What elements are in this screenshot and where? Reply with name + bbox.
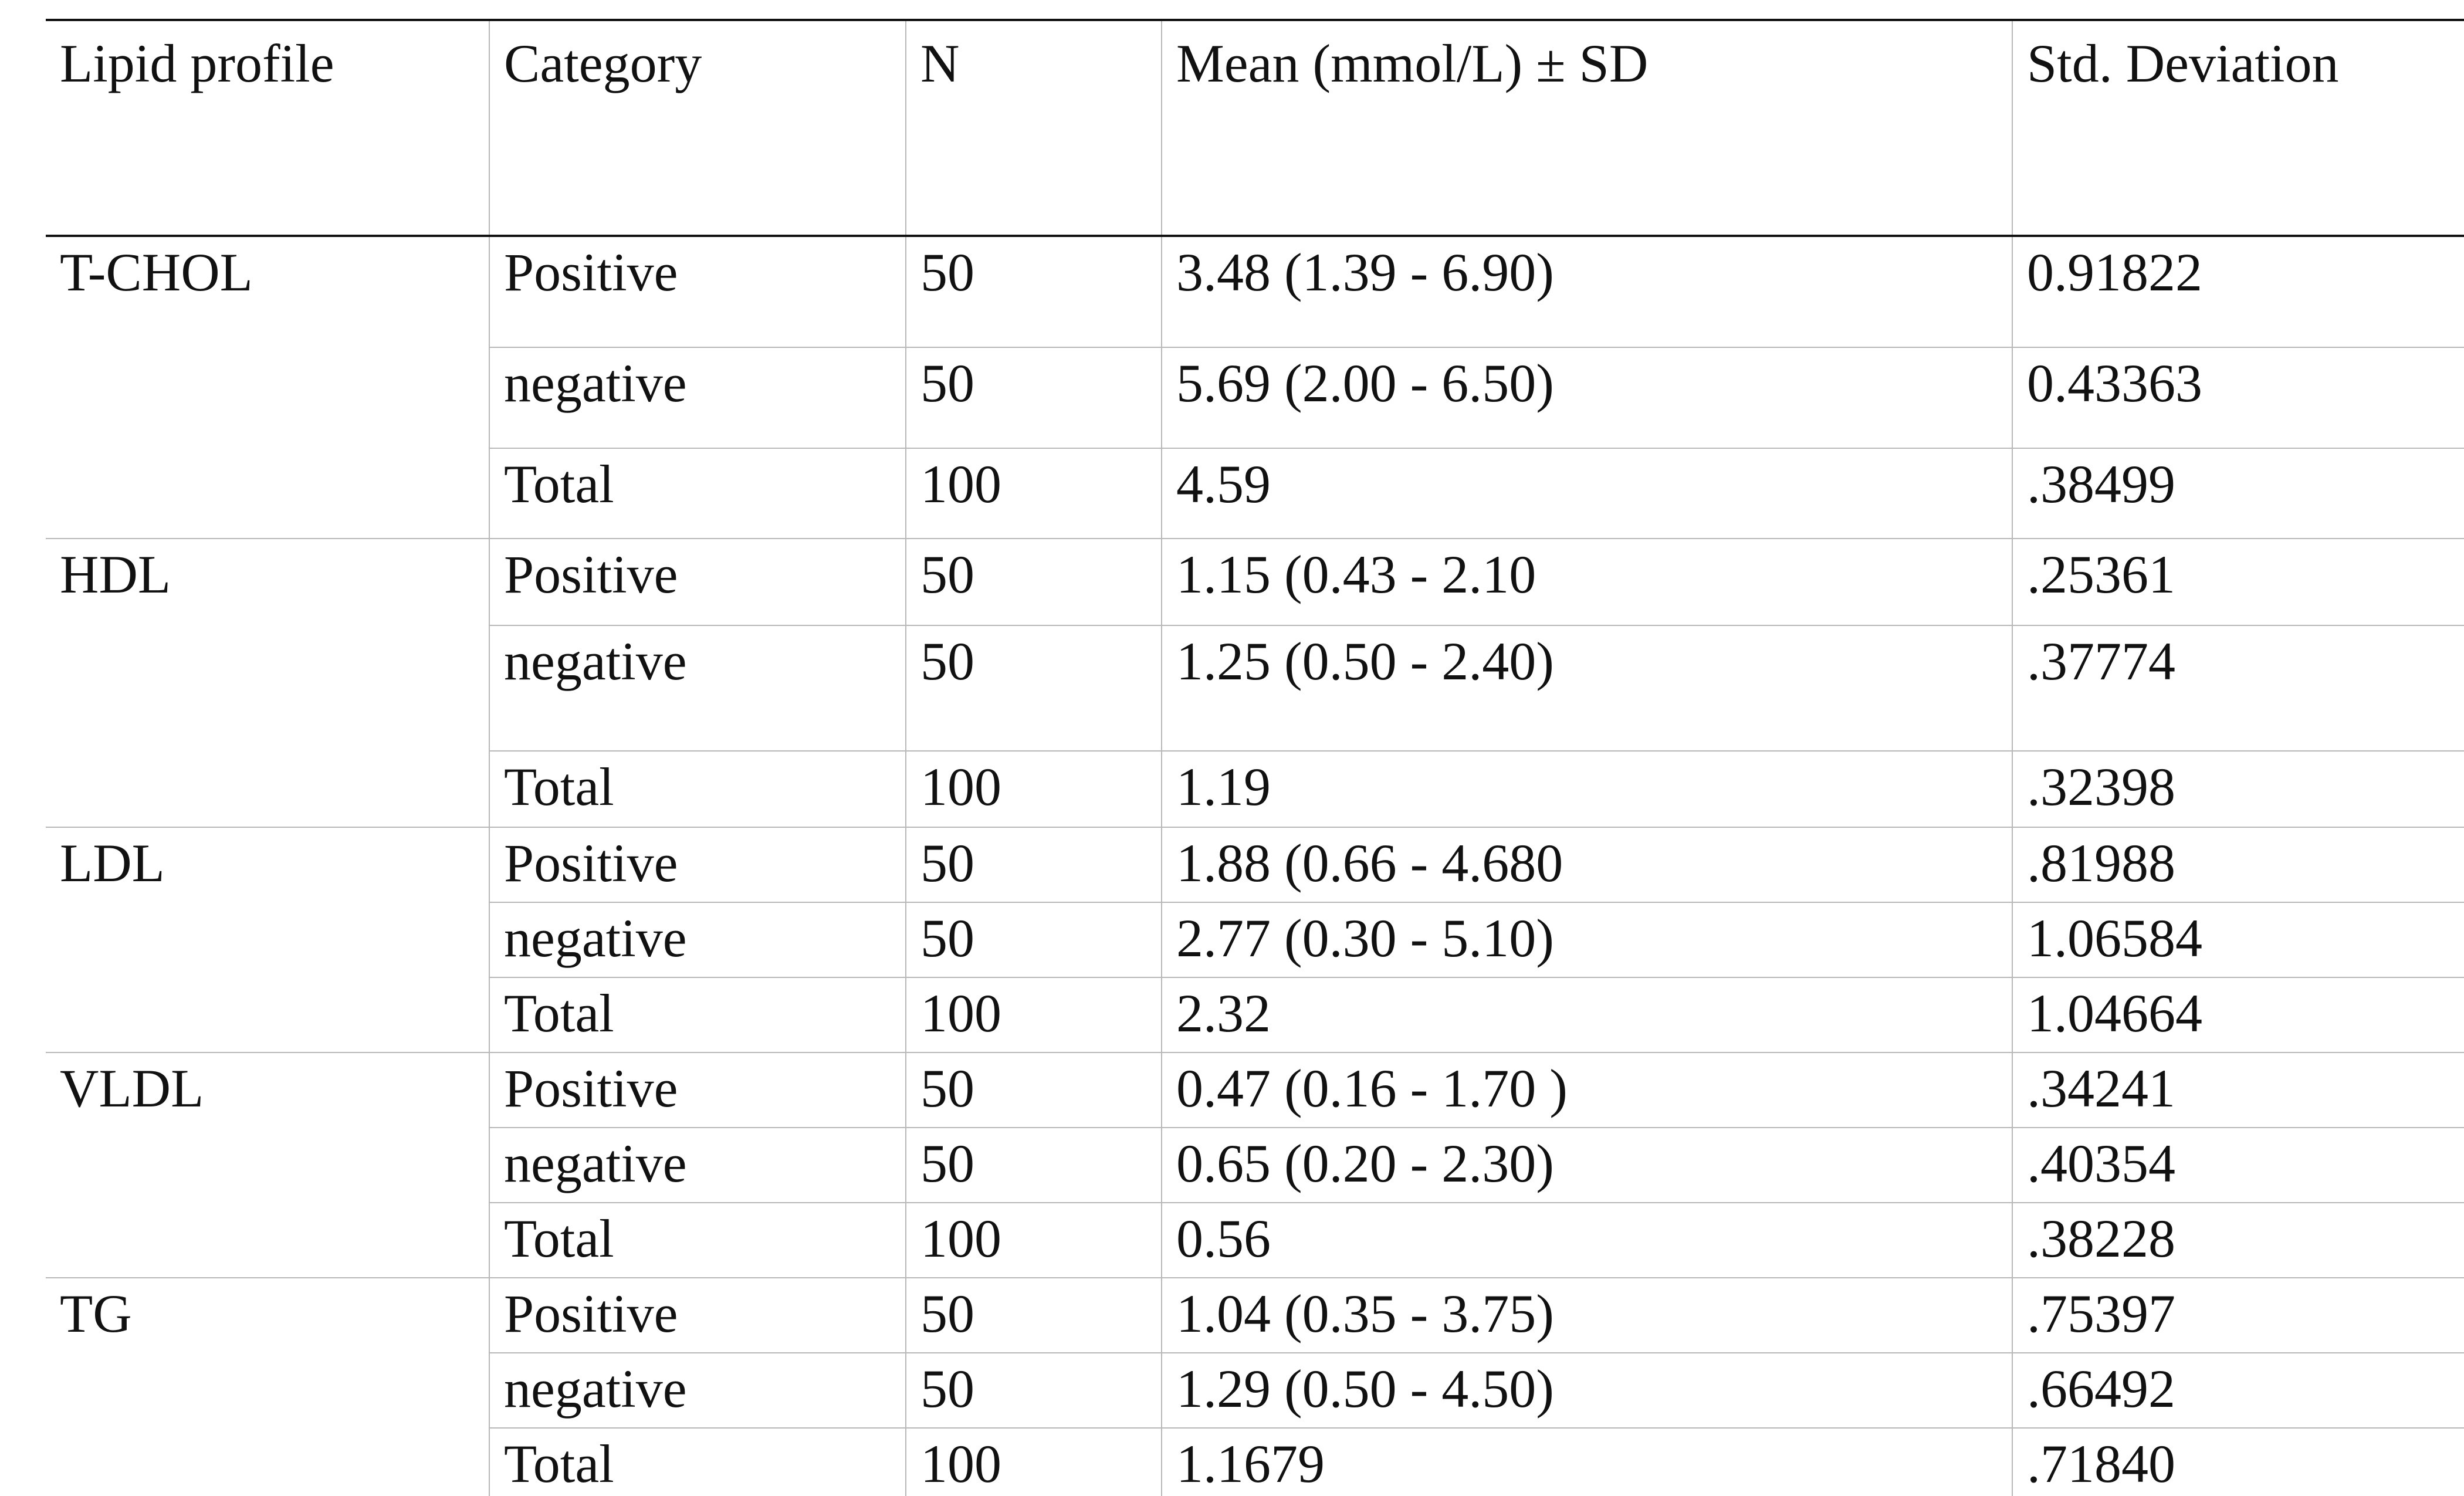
n-cell: 50 (905, 1352, 1162, 1429)
category-cell: Positive (489, 1052, 906, 1128)
n-cell: 100 (905, 750, 1162, 828)
std-deviation-cell: .75397 (2012, 1277, 2464, 1353)
header-n: N (905, 19, 1162, 237)
category-cell: Total (489, 1427, 906, 1496)
mean-cell: 1.29 (0.50 - 4.50) (1161, 1352, 2013, 1429)
std-deviation-cell: .66492 (2012, 1352, 2464, 1429)
std-deviation-cell: .81988 (2012, 827, 2464, 903)
std-deviation-cell: .25361 (2012, 538, 2464, 626)
category-cell: negative (489, 625, 906, 752)
mean-cell: 1.15 (0.43 - 2.10 (1161, 538, 2013, 626)
table-row: TG Positive 50 1.04 (0.35 - 3.75) .75397 (46, 1277, 2464, 1496)
table-row: LDL Positive 50 1.88 (0.66 - 4.680.81988 (46, 827, 2464, 1053)
category-cell: Positive (489, 235, 906, 348)
category-cell: Positive (489, 1277, 906, 1353)
category-cell: Positive (489, 827, 906, 903)
n-cell: 50 (905, 902, 1162, 978)
table-row: Total 100 1.1679.71840 (46, 1427, 2464, 1496)
category-cell: Total (489, 750, 906, 828)
mean-cell: 4.59 (1161, 448, 2013, 539)
n-cell: 100 (905, 1202, 1162, 1278)
mean-cell: 1.88 (0.66 - 4.680 (1161, 827, 2013, 903)
lipid-profile-cell: HDL (46, 538, 490, 828)
category-cell: negative (489, 1352, 906, 1429)
std-deviation-cell: .40354 (2012, 1127, 2464, 1203)
table-row: negative 50 0.65 (0.20 - 2.30) .40354 (46, 1127, 2464, 1203)
table-row: VLDL Positive 50 0.47 (0.16 - 1.70 ) .34241 (46, 1052, 2464, 1278)
category-cell: Positive (489, 538, 906, 626)
lipid-profile-cell: VLDL (46, 1052, 490, 1278)
category-cell: Total (489, 1202, 906, 1278)
std-deviation-cell: 1.04664 (2012, 977, 2464, 1053)
mean-cell: 3.48 (1.39 - 6.90) (1161, 235, 2013, 348)
header-row: Lipid profile Category N Mean (mmol/L) ±… (46, 19, 2464, 237)
header-category: Category (489, 19, 906, 237)
n-cell: 50 (905, 1127, 1162, 1203)
lipid-profile-cell: TG (46, 1277, 490, 1496)
n-cell: 50 (905, 235, 1162, 348)
mean-cell: 2.77 (0.30 - 5.10) (1161, 902, 2013, 978)
std-deviation-cell: 0.43363 (2012, 347, 2464, 449)
n-cell: 100 (905, 977, 1162, 1053)
mean-cell: 0.47 (0.16 - 1.70 ) (1161, 1052, 2013, 1128)
category-cell: negative (489, 1127, 906, 1203)
header-mean: Mean (mmol/L) ± SD (1161, 19, 2013, 237)
mean-cell: 1.04 (0.35 - 3.75) (1161, 1277, 2013, 1353)
std-deviation-cell: .38499 (2012, 448, 2464, 539)
n-cell: 50 (905, 625, 1162, 752)
std-deviation-cell: .32398 (2012, 750, 2464, 828)
mean-cell: 2.32 (1161, 977, 2013, 1053)
std-deviation-cell: 1.06584 (2012, 902, 2464, 978)
std-deviation-cell: .71840 (2012, 1427, 2464, 1496)
table-row: negative 50 2.77 (0.30 - 5.10) 1.06584 (46, 902, 2464, 978)
lipid-profile-cell: T-CHOL (46, 235, 490, 539)
table-row: HDL Positive 50 1.15 (0.43 - 2.10.25361 (46, 538, 2464, 828)
category-cell: Total (489, 977, 906, 1053)
lipid-profile-table: Lipid profile Category N Mean (mmol/L) ±… (46, 19, 2464, 1496)
table-body: T-CHOL Positive 50 3.48 (1.39 - 6.90) 0.918… (46, 235, 2464, 1496)
n-cell: 50 (905, 347, 1162, 449)
mean-cell: 1.1679 (1161, 1427, 2013, 1496)
table-row: Total 100 0.56.38228 (46, 1202, 2464, 1278)
mean-cell: 0.65 (0.20 - 2.30) (1161, 1127, 2013, 1203)
table-row: negative 50 5.69 (2.00 - 6.50) 0.43363 (46, 347, 2464, 449)
n-cell: 50 (905, 827, 1162, 903)
header-std-deviation: Std. Deviation (2012, 19, 2464, 237)
mean-cell: 1.19 (1161, 750, 2013, 828)
table-header: Lipid profile Category N Mean (mmol/L) ±… (46, 19, 2464, 237)
mean-cell: 5.69 (2.00 - 6.50) (1161, 347, 2013, 449)
lipid-profile-cell: LDL (46, 827, 490, 1053)
n-cell: 50 (905, 538, 1162, 626)
n-cell: 100 (905, 448, 1162, 539)
n-cell: 50 (905, 1052, 1162, 1128)
header-lipid-profile: Lipid profile (46, 19, 490, 237)
table-row: negative 50 1.25 (0.50 - 2.40) .37774 (46, 625, 2464, 752)
std-deviation-cell: .37774 (2012, 625, 2464, 752)
table-row: Total 100 2.32 1.04664 (46, 977, 2464, 1053)
category-cell: Total (489, 448, 906, 539)
table-row: Total 100 4.59.38499 (46, 448, 2464, 539)
std-deviation-cell: .34241 (2012, 1052, 2464, 1128)
n-cell: 100 (905, 1427, 1162, 1496)
category-cell: negative (489, 902, 906, 978)
std-deviation-cell: 0.91822 (2012, 235, 2464, 348)
table-row: negative 50 1.29 (0.50 - 4.50) .66492 (46, 1352, 2464, 1429)
n-cell: 50 (905, 1277, 1162, 1353)
mean-cell: 0.56 (1161, 1202, 2013, 1278)
mean-cell: 1.25 (0.50 - 2.40) (1161, 625, 2013, 752)
table-row: T-CHOL Positive 50 3.48 (1.39 - 6.90) 0.918… (46, 235, 2464, 539)
category-cell: negative (489, 347, 906, 449)
table-row: Total 100 1.19.32398 (46, 750, 2464, 828)
std-deviation-cell: .38228 (2012, 1202, 2464, 1278)
